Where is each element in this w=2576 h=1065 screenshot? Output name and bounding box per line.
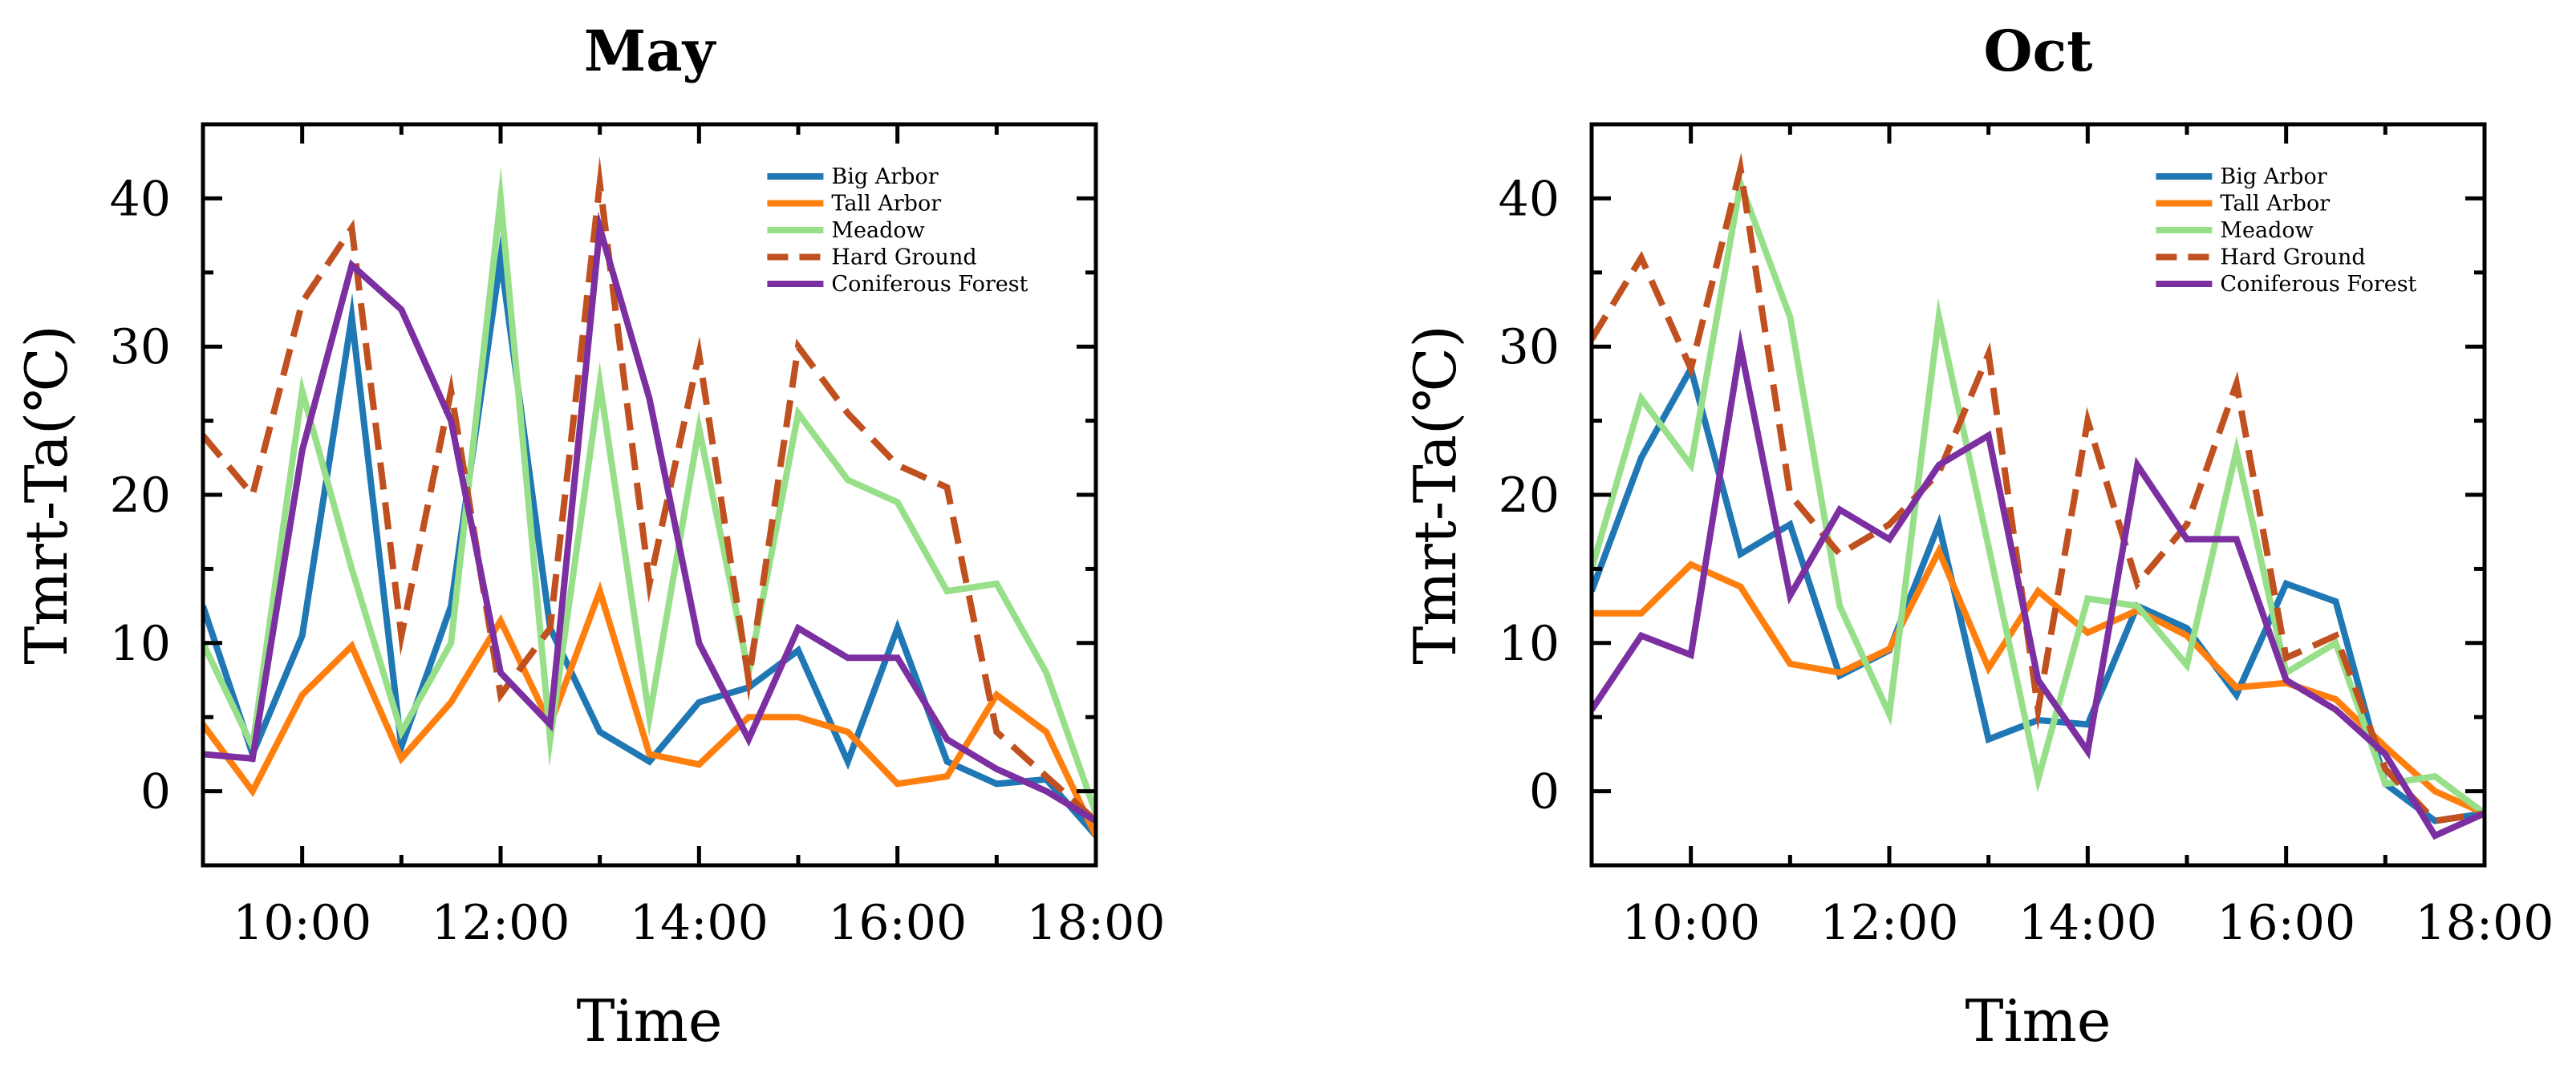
chart-0-legend-label-big-arbor: Big Arbor (831, 164, 938, 189)
chart-0-ytick-label: 30 (110, 319, 171, 375)
chart-1-xtick-label: 10:00 (1621, 895, 1760, 951)
chart-1-series-hard-ground (1592, 152, 2485, 824)
chart-1-ytick-label: 20 (1499, 468, 1560, 524)
chart-0-xtick-label: 10:00 (233, 895, 371, 951)
chart-1-series-meadow (1592, 171, 2485, 816)
chart-1-legend-label-hard-ground: Hard Ground (2220, 245, 2365, 270)
chart-1-xlabel: Time (1965, 987, 2112, 1055)
chart-1-series-group (1592, 152, 2485, 840)
chart-1-legend-label-meadow: Meadow (2220, 218, 2313, 243)
chart-1-title: Oct (1984, 18, 2093, 84)
chart-0-legend-label-coniferous-forest: Coniferous Forest (831, 272, 1028, 297)
chart-0-series-hard-ground (203, 156, 1096, 824)
chart-1-xtick-label: 16:00 (2217, 895, 2355, 951)
chart-0-ylabel: Tmrt-Ta(℃) (13, 325, 80, 665)
chart-0-title: May (584, 18, 717, 84)
chart-0-ytick-label: 0 (140, 764, 171, 820)
chart-1-xtick-label: 14:00 (2018, 895, 2157, 951)
chart-0-ytick-label: 10 (110, 616, 171, 672)
chart-1-legend-label-big-arbor: Big Arbor (2220, 164, 2327, 189)
chart-1-ytick-label: 0 (1529, 764, 1560, 820)
chart-1-ytick-label: 40 (1499, 171, 1560, 227)
chart-0-legend-label-meadow: Meadow (831, 218, 924, 243)
chart-0-series-group (203, 156, 1096, 838)
chart-0-series-tall-arbor (203, 581, 1096, 837)
chart-0-legend-label-hard-ground: Hard Ground (831, 245, 976, 270)
chart-0-xtick-label: 18:00 (1027, 895, 1166, 951)
chart-0-series-meadow (203, 166, 1096, 815)
chart-1-series-tall-arbor (1592, 543, 2485, 816)
chart-1-ytick-label: 10 (1499, 616, 1560, 672)
chart-0-series-coniferous-forest (203, 211, 1096, 824)
chart-1-ylabel: Tmrt-Ta(℃) (1402, 325, 1469, 665)
chart-1-legend-label-coniferous-forest: Coniferous Forest (2220, 272, 2416, 297)
chart-0-xlabel: Time (577, 987, 723, 1055)
chart-1-ytick-label: 30 (1499, 319, 1560, 375)
chart-0-ytick-label: 40 (110, 171, 171, 227)
chart-1-series-coniferous-forest (1592, 328, 2485, 840)
chart-0-legend-label-tall-arbor: Tall Arbor (831, 192, 941, 217)
chart-0-series-big-arbor (203, 234, 1096, 838)
chart-0-xtick-label: 16:00 (828, 895, 967, 951)
chart-0-xtick-label: 12:00 (432, 895, 570, 951)
chart-may: May 10:00 12:00 14:00 16:00 18:00 0 10 20 30 40 Tim… (13, 18, 1165, 1055)
chart-0-ytick-label: 20 (110, 468, 171, 524)
chart-0-xtick-label: 14:00 (630, 895, 769, 951)
chart-1-xtick-label: 12:00 (1820, 895, 1959, 951)
chart-oct: Oct 10:00 12:00 14:00 16:00 18:00 0 10 20 30 40 Tim… (1402, 18, 2554, 1055)
chart-1-legend-label-tall-arbor: Tall Arbor (2220, 192, 2330, 217)
chart-1-xtick-label: 18:00 (2416, 895, 2554, 951)
